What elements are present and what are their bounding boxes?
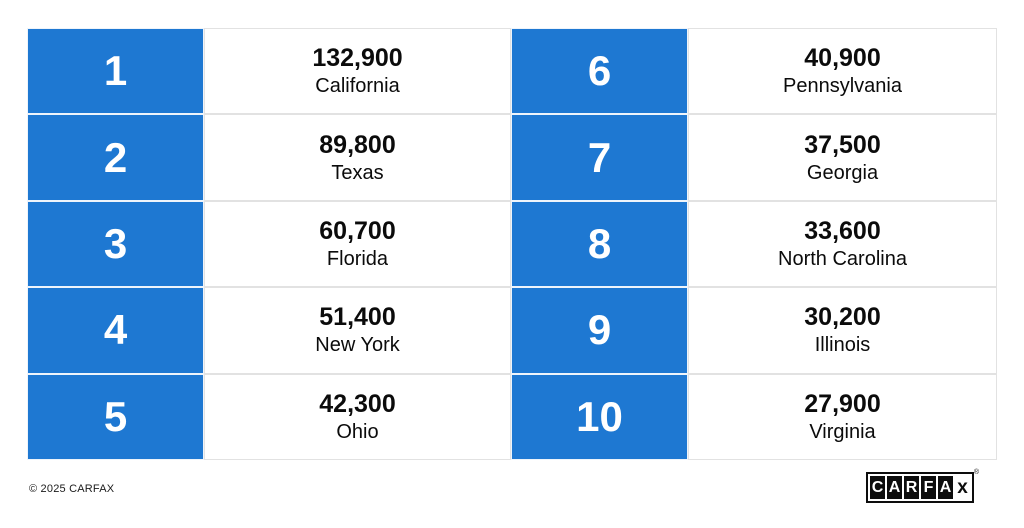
rank-number: 6 [587, 47, 612, 95]
stat-cell: 60,700 Florida [204, 200, 511, 288]
stat-label: Texas [331, 161, 384, 184]
stat-value: 132,900 [312, 44, 403, 73]
stat-value: 27,900 [804, 389, 881, 418]
rank-cell: 3 [27, 200, 204, 288]
logo-letter-tile: R [904, 476, 919, 499]
rank-number: 1 [103, 47, 128, 95]
stat-cell: 42,300 Ohio [204, 373, 511, 460]
stat-label: Virginia [809, 420, 876, 443]
stat-label: Illinois [814, 334, 871, 357]
carfax-logo: C A R F A x ® [866, 469, 979, 503]
stat-label: Ohio [336, 420, 379, 443]
rank-number: 5 [103, 392, 128, 440]
logo-letter-tile: A [938, 476, 953, 499]
stat-label: North Carolina [778, 247, 907, 270]
stat-value: 33,600 [804, 216, 881, 245]
stat-value: 60,700 [319, 216, 396, 245]
stat-value: 40,900 [804, 44, 881, 73]
rank-cell: 2 [27, 114, 204, 201]
stat-cell: 51,400 New York [204, 287, 511, 374]
logo-letter-tile: F [921, 476, 936, 499]
stat-cell: 132,900 California [204, 28, 511, 115]
rank-cell: 9 [511, 287, 688, 374]
rank-cell: 1 [27, 28, 204, 115]
rank-cell: 7 [511, 114, 688, 201]
rank-cell: 5 [27, 373, 204, 460]
stat-cell: 40,900 Pennsylvania [688, 28, 997, 115]
logo-letter-tile: A [887, 476, 902, 499]
stat-value: 89,800 [319, 130, 396, 159]
ranking-table: 1 132,900 California 6 40,900 Pennsylvan… [27, 28, 997, 460]
stat-cell: 33,600 North Carolina [688, 200, 997, 288]
rank-number: 10 [576, 392, 623, 440]
stat-label: Florida [326, 247, 389, 270]
logo-letter-tile: x [955, 476, 970, 499]
rank-number: 2 [103, 133, 128, 181]
stat-label: Georgia [806, 161, 879, 184]
rank-number: 9 [587, 306, 612, 354]
rank-cell: 6 [511, 28, 688, 115]
stat-cell: 89,800 Texas [204, 114, 511, 201]
stat-cell: 30,200 Illinois [688, 287, 997, 374]
stat-cell: 27,900 Virginia [688, 373, 997, 460]
rank-cell: 8 [511, 200, 688, 288]
logo-letter-tile: C [870, 476, 885, 499]
rank-number: 7 [587, 133, 612, 181]
stat-value: 30,200 [804, 303, 881, 332]
registered-trademark-icon: ® [973, 469, 979, 476]
rank-cell: 10 [511, 373, 688, 460]
stat-label: Pennsylvania [783, 75, 902, 98]
stat-value: 37,500 [804, 130, 881, 159]
rank-number: 4 [103, 306, 128, 354]
rank-number: 8 [587, 219, 612, 267]
rank-cell: 4 [27, 287, 204, 374]
copyright-text: © 2025 CARFAX [29, 483, 115, 495]
stat-label: New York [315, 334, 400, 357]
rank-number: 3 [103, 219, 128, 267]
stat-value: 51,400 [319, 303, 396, 332]
stat-value: 42,300 [319, 389, 396, 418]
stat-cell: 37,500 Georgia [688, 114, 997, 201]
stat-label: California [315, 75, 400, 98]
